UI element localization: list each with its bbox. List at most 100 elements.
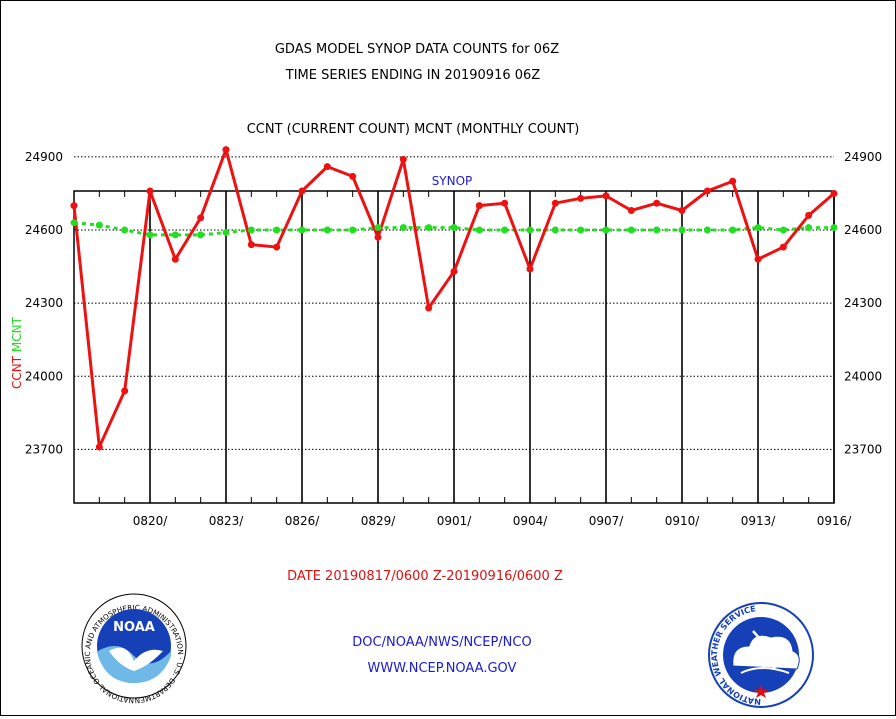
data-point-ccnt (779, 243, 787, 251)
nws-logo: NATIONAL WEATHER SERVICE (708, 602, 814, 708)
y-tick-label-left: 24900 (25, 150, 63, 164)
data-point-mcnt (805, 224, 813, 232)
x-tick-label: 0829/ (361, 514, 397, 528)
data-point-ccnt (121, 387, 129, 395)
data-point-mcnt (323, 226, 331, 234)
data-point-mcnt (577, 226, 585, 234)
data-point-mcnt (273, 226, 281, 234)
data-point-ccnt (678, 207, 686, 214)
grid-lines (74, 156, 835, 503)
data-point-ccnt (70, 202, 78, 210)
data-point-mcnt (703, 226, 711, 234)
x-tick-label: 0820/ (133, 514, 169, 528)
data-point-mcnt (450, 224, 458, 232)
data-point-ccnt (501, 199, 509, 207)
y-tick-label-left: 24000 (25, 369, 63, 383)
data-point-mcnt (729, 226, 737, 234)
data-point-ccnt (577, 194, 585, 202)
x-tick-label: 0823/ (209, 514, 245, 528)
data-point-ccnt (374, 233, 382, 241)
y-axis-label-ccnt: CCNT (10, 355, 24, 389)
plot-axes (73, 190, 835, 504)
data-point-ccnt (526, 265, 534, 273)
data-point-ccnt (171, 255, 179, 263)
x-tick-label: 0910/ (665, 514, 701, 528)
data-point-mcnt (551, 226, 559, 234)
x-tick-label: 0826/ (285, 514, 321, 528)
credit-line1: DOC/NOAA/NWS/NCEP/NCO (352, 635, 531, 650)
data-point-ccnt (703, 187, 711, 195)
x-tick-label: 0913/ (741, 514, 777, 528)
data-point-mcnt (298, 226, 306, 234)
y-tick-label-left: 23700 (25, 442, 63, 456)
data-point-ccnt (551, 199, 559, 207)
data-point-mcnt (602, 226, 610, 234)
data-point-mcnt (526, 226, 534, 234)
data-point-mcnt (830, 224, 838, 232)
credit-line2: WWW.NCEP.NOAA.GOV (368, 661, 517, 676)
data-point-mcnt (653, 226, 661, 234)
data-point-mcnt (146, 231, 154, 239)
data-point-ccnt (627, 207, 635, 214)
data-point-mcnt (678, 226, 686, 234)
data-point-mcnt (95, 221, 103, 229)
data-point-ccnt (653, 199, 661, 207)
chart-title-line2: TIME SERIES ENDING IN 20190916 06Z (285, 68, 541, 83)
data-point-mcnt (501, 226, 509, 234)
plot-frame (73, 190, 835, 504)
data-point-mcnt (70, 219, 78, 227)
data-point-ccnt (222, 146, 230, 154)
data-point-ccnt (146, 187, 154, 195)
y-tick-label-right: 23700 (844, 442, 882, 456)
data-point-ccnt (475, 202, 483, 210)
x-tick-label: 0904/ (513, 514, 549, 528)
data-point-ccnt (298, 187, 306, 195)
noaa-logo-text: NOAA (113, 620, 155, 635)
data-point-ccnt (323, 163, 331, 171)
x-tick-label: 0907/ (589, 514, 625, 528)
data-point-ccnt (602, 192, 610, 200)
date-range-label: DATE 20190817/0600 Z-20190916/0600 Z (287, 569, 563, 584)
y-tick-label-left: 24600 (25, 223, 63, 237)
data-point-ccnt (247, 241, 255, 249)
data-point-mcnt (222, 228, 230, 236)
y-axis-label-mcnt: MCNT (10, 316, 24, 352)
data-point-mcnt (779, 226, 787, 234)
data-point-mcnt (754, 224, 762, 232)
data-point-ccnt (95, 443, 103, 451)
data-point-ccnt (729, 177, 737, 185)
data-point-ccnt (425, 304, 433, 312)
x-tick-label: 0916/ (817, 514, 853, 528)
tick-labels: 23700 23700 24000 24000 24300 24300 24600 24600… (25, 150, 882, 528)
data-point-mcnt (399, 224, 407, 232)
data-point-ccnt (754, 255, 762, 263)
y-tick-label-right: 24900 (844, 150, 882, 164)
data-point-mcnt (475, 226, 483, 234)
data-point-ccnt (450, 267, 458, 275)
data-point-mcnt (425, 224, 433, 232)
y-tick-label-left: 24300 (25, 296, 63, 310)
data-point-ccnt (805, 211, 813, 219)
data-point-mcnt (247, 226, 255, 234)
data-point-mcnt (171, 231, 179, 239)
data-point-mcnt (349, 226, 357, 234)
data-point-ccnt (349, 172, 357, 180)
y-tick-label-right: 24600 (844, 223, 882, 237)
data-point-mcnt (121, 226, 129, 234)
series-points (70, 146, 838, 451)
data-point-mcnt (627, 226, 635, 234)
y-tick-label-right: 24000 (844, 369, 882, 383)
data-point-mcnt (197, 231, 205, 239)
chart-subtitle: CCNT (CURRENT COUNT) MCNT (MONTHLY COUNT… (247, 122, 580, 137)
data-point-ccnt (197, 214, 205, 222)
data-point-ccnt (399, 155, 407, 163)
data-point-ccnt (830, 189, 838, 197)
noaa-logo: NATIONAL OCEANIC AND ATMOSPHERIC ADMINIS… (0, 0, 187, 705)
panel-title: SYNOP (432, 174, 473, 188)
data-point-mcnt (374, 224, 382, 232)
svg-text:CCNT MCNT: CCNT MCNT (10, 316, 24, 389)
y-tick-label-right: 24300 (844, 296, 882, 310)
chart-title-line1: GDAS MODEL SYNOP DATA COUNTS for 06Z (275, 42, 559, 57)
